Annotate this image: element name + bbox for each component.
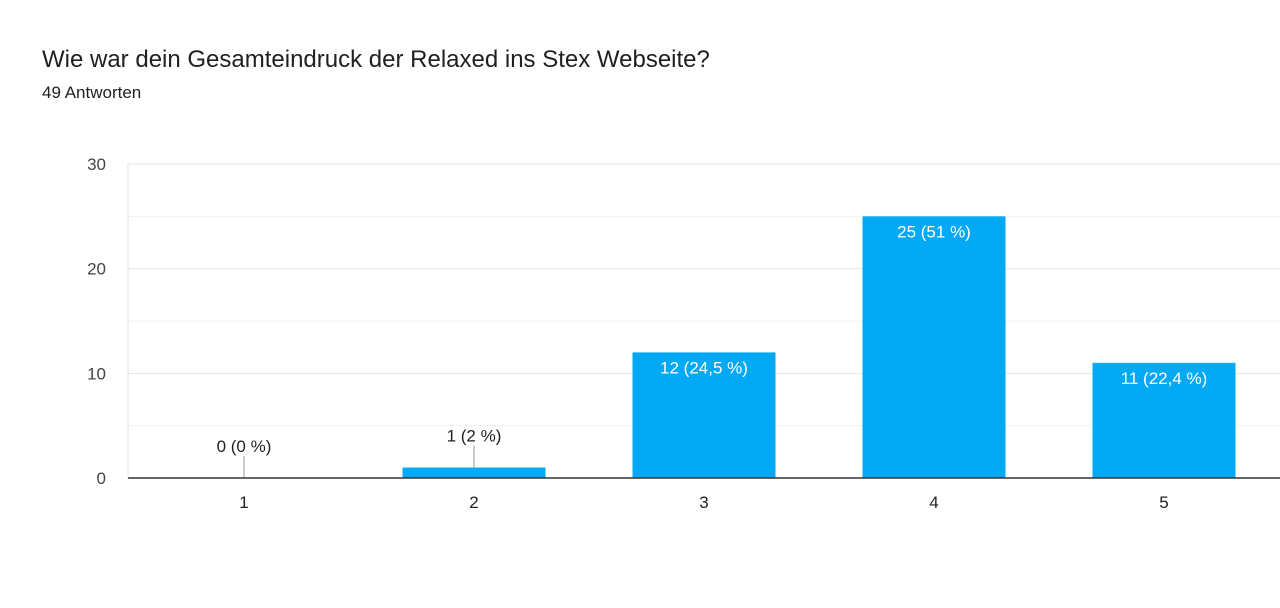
- data-label: 1 (2 %): [447, 427, 502, 446]
- bar: [402, 467, 546, 478]
- chart-header: Wie war dein Gesamteindruck der Relaxed …: [42, 44, 710, 104]
- y-tick-label: 20: [87, 260, 106, 279]
- x-tick-label: 5: [1159, 493, 1168, 512]
- y-tick-label: 30: [87, 155, 106, 174]
- y-tick-label: 10: [87, 364, 106, 383]
- bar: [632, 352, 776, 478]
- bar-chart: 0 10 20 30 0 (0 %) 1 1 (2 %) 2 12 (24,5 %) 3 25 (5…: [87, 155, 1280, 512]
- bar: [862, 216, 1006, 478]
- y-tick-label: 0: [97, 469, 106, 488]
- chart-title: Wie war dein Gesamteindruck der Relaxed …: [42, 46, 710, 73]
- bar: [1092, 362, 1236, 478]
- x-tick-label: 4: [929, 493, 938, 512]
- data-label: 11 (22,4 %): [1121, 369, 1208, 388]
- data-label: 12 (24,5 %): [660, 358, 748, 377]
- response-count: 49 Antworten: [42, 83, 142, 102]
- data-label: 25 (51 %): [897, 222, 971, 241]
- x-tick-label: 2: [469, 493, 478, 512]
- x-tick-label: 1: [239, 493, 248, 512]
- x-tick-label: 3: [699, 493, 708, 512]
- data-label: 0 (0 %): [217, 437, 272, 456]
